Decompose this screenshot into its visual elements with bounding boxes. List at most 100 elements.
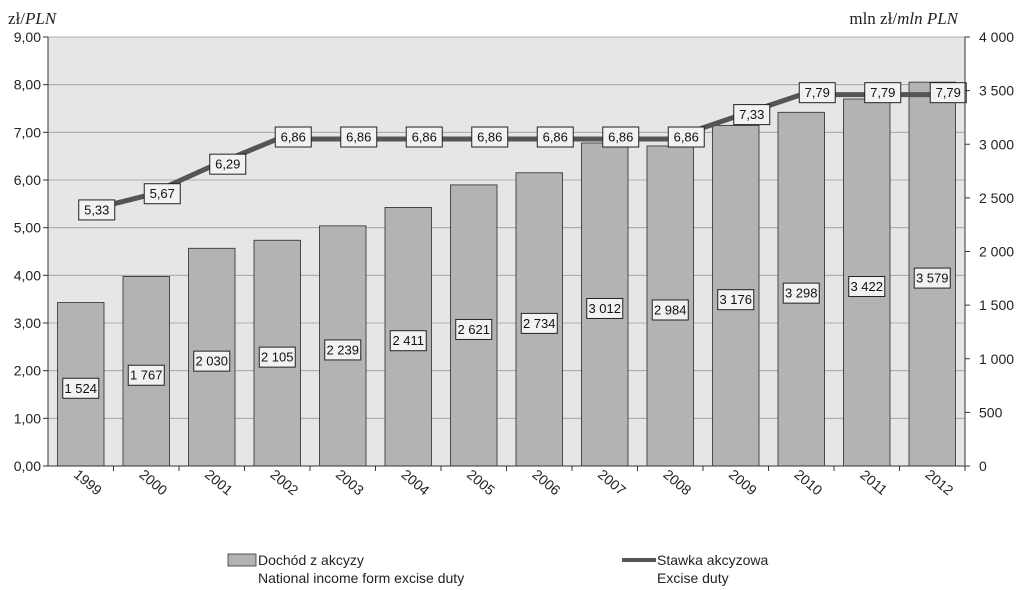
bar-data-label: 3 298 — [782, 282, 820, 304]
bar-data-label: 2 030 — [193, 350, 231, 372]
line-data-label-box — [405, 126, 443, 148]
x-tick-label: 2006 — [529, 466, 563, 498]
bar-data-label-text: 3 176 — [719, 292, 752, 307]
x-tick-label: 2008 — [660, 466, 694, 498]
bar-data-label-text: 3 298 — [785, 286, 818, 301]
x-tick-label: 2002 — [267, 466, 301, 498]
bar-data-label-box — [258, 346, 296, 368]
line-data-label: 6,86 — [667, 126, 705, 148]
line-data-label: 6,86 — [274, 126, 312, 148]
line-data-label: 6,86 — [536, 126, 574, 148]
right-tick-label: 3 000 — [979, 136, 1014, 152]
legend-bar-swatch — [227, 553, 257, 567]
bar-data-label-box — [586, 297, 624, 319]
line-data-label-box — [536, 126, 574, 148]
x-tick-label: 2010 — [791, 466, 825, 498]
x-tick-label: 1999 — [71, 466, 105, 498]
bar-data-label: 3 422 — [848, 275, 886, 297]
bar-data-label-text: 2 984 — [654, 302, 687, 317]
right-tick-label: 500 — [979, 404, 1003, 420]
line-data-label-text: 6,86 — [674, 130, 699, 145]
bar-data-label-text: 1 767 — [130, 368, 163, 383]
bar-data-label-box — [782, 282, 820, 304]
left-tick-label: 3,00 — [14, 315, 41, 331]
line-data-label-box — [667, 126, 705, 148]
bar-data-label-box — [389, 330, 427, 352]
line-data-labels: 5,33 5,67 6,29 6,86 6,86 6,86 6,86 6,86 6,86 6,86… — [78, 82, 967, 221]
line-data-label-text: 7,33 — [739, 107, 764, 122]
line-data-label: 5,67 — [143, 183, 181, 205]
line-data-label-text: 6,86 — [346, 130, 371, 145]
x-tick-label: 2004 — [398, 466, 432, 498]
line-data-label-text: 7,79 — [805, 85, 830, 100]
bar-data-label-box — [324, 339, 362, 361]
x-tick-label: 2000 — [136, 466, 170, 498]
line-data-label-box — [274, 126, 312, 148]
bar-data-label-box — [62, 377, 100, 399]
bar-data-label-text: 2 621 — [457, 322, 490, 337]
line-data-label: 6,86 — [471, 126, 509, 148]
bar-data-label-box — [455, 318, 493, 340]
bar-data-label-box — [717, 289, 755, 311]
bar-data-label: 1 524 — [62, 377, 100, 399]
line-data-label-text: 7,79 — [870, 85, 895, 100]
bar-data-label-box — [520, 312, 558, 334]
x-tick-label: 2003 — [333, 466, 367, 498]
line-data-label: 6,86 — [340, 126, 378, 148]
line-data-label-box — [209, 153, 247, 175]
line-data-label-text: 7,79 — [936, 85, 961, 100]
right-axis-unit: mln zł/mln PLN — [849, 9, 959, 28]
legend-bar-label-pl: Dochód z akcyzy — [258, 552, 364, 568]
line-data-label-box — [340, 126, 378, 148]
bar-data-label-box — [127, 364, 165, 386]
line-data-label: 7,33 — [733, 104, 771, 126]
right-tick-label: 3 500 — [979, 83, 1014, 99]
bar-data-label-text: 2 030 — [195, 354, 228, 369]
left-tick-label: 5,00 — [14, 220, 41, 236]
x-tick-label: 2011 — [857, 466, 891, 498]
x-tick-label: 2007 — [595, 466, 629, 498]
bar-data-label-box — [193, 350, 231, 372]
left-tick-label: 1,00 — [14, 410, 41, 426]
line-data-label-text: 6,86 — [281, 130, 306, 145]
bar-data-label-box — [651, 299, 689, 321]
line-data-label: 5,33 — [78, 199, 116, 221]
line-data-label: 7,79 — [864, 82, 902, 104]
line-data-label: 6,29 — [209, 153, 247, 175]
x-tick-label: 2012 — [922, 466, 956, 498]
bar-data-labels: 1 524 1 767 2 030 2 105 2 239 2 411 2 621 2 734… — [62, 267, 951, 399]
bar-data-label: 3 579 — [913, 267, 951, 289]
bar-data-label-text: 3 012 — [588, 301, 621, 316]
right-tick-label: 4 000 — [979, 29, 1014, 45]
line-data-label-box — [929, 82, 967, 104]
left-tick-label: 0,00 — [14, 458, 41, 474]
left-tick-label: 6,00 — [14, 172, 41, 188]
bar-data-label: 2 105 — [258, 346, 296, 368]
line-data-label-text: 6,86 — [608, 130, 633, 145]
bar-data-label: 1 767 — [127, 364, 165, 386]
bar-data-label: 3 012 — [586, 297, 624, 319]
line-data-label-text: 6,86 — [477, 130, 502, 145]
legend-line-label-en: Excise duty — [657, 570, 729, 586]
bar-data-label-text: 3 422 — [850, 279, 883, 294]
left-tick-label: 2,00 — [14, 363, 41, 379]
right-tick-label: 2 500 — [979, 190, 1014, 206]
x-tick-label: 2001 — [202, 466, 236, 498]
line-data-label-text: 5,33 — [84, 202, 109, 217]
line-data-label: 7,79 — [798, 82, 836, 104]
legend-line-label-pl: Stawka akcyzowa — [657, 552, 768, 568]
bar-data-label-text: 2 239 — [326, 342, 359, 357]
bar-data-label: 2 984 — [651, 299, 689, 321]
bar-data-label-text: 1 524 — [64, 381, 97, 396]
bar-data-label-text: 3 579 — [916, 271, 949, 286]
line-data-label: 6,86 — [405, 126, 443, 148]
legend-bar-label-en: National income form excise duty — [258, 570, 464, 586]
bar-data-label: 2 734 — [520, 312, 558, 334]
legend: Dochód z akcyzy National income form exc… — [227, 552, 768, 586]
bar-data-label-text: 2 105 — [261, 350, 294, 365]
bar-data-label: 2 239 — [324, 339, 362, 361]
right-tick-label: 0 — [979, 458, 987, 474]
line-data-label-box — [864, 82, 902, 104]
line-data-label-box — [602, 126, 640, 148]
